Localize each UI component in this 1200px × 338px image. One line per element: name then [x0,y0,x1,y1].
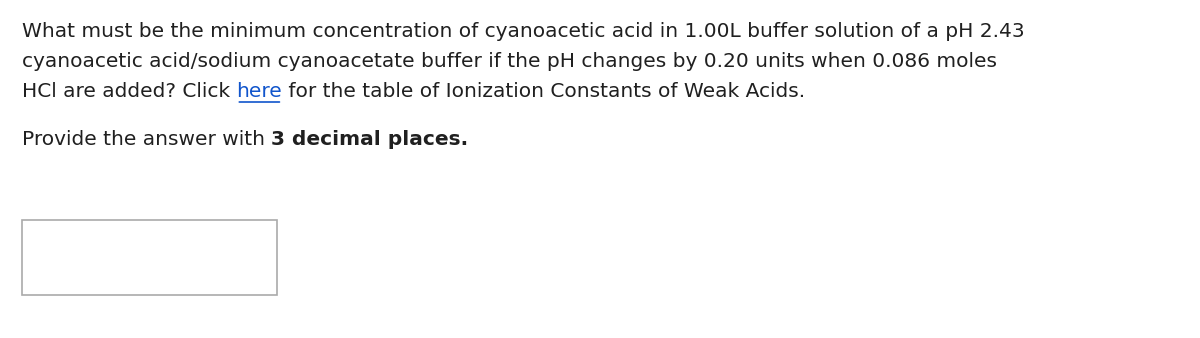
Text: What must be the minimum concentration of cyanoacetic acid in 1.00L buffer solut: What must be the minimum concentration o… [22,22,1025,41]
Text: 3 decimal places.: 3 decimal places. [271,130,468,149]
Text: cyanoacetic acid/sodium cyanoacetate buffer if the pH changes by 0.20 units when: cyanoacetic acid/sodium cyanoacetate buf… [22,52,997,71]
Text: Provide the answer with: Provide the answer with [22,130,271,149]
Text: HCl are added? Click: HCl are added? Click [22,82,236,101]
Text: for the table of Ionization Constants of Weak Acids.: for the table of Ionization Constants of… [282,82,805,101]
Text: here: here [236,82,282,101]
